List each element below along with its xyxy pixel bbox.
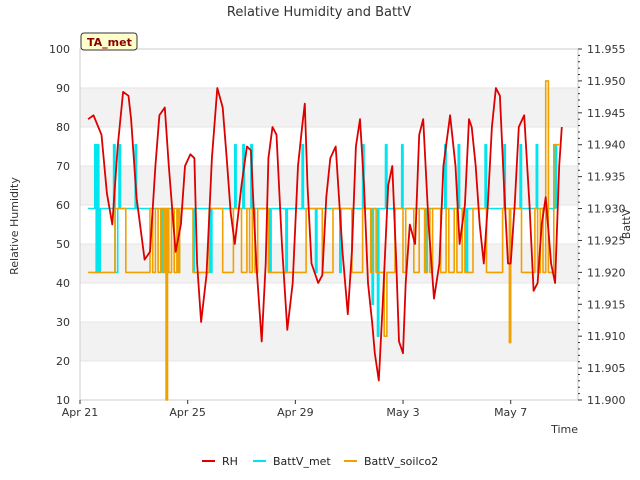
y-axis-label-left: Relative Humidity (8, 177, 21, 275)
right-tick-label: 11.930 (587, 203, 626, 216)
x-tick-label: Apr 29 (277, 406, 314, 419)
left-tick-label: 10 (56, 394, 70, 407)
series-line-battv-soilco2 (88, 80, 560, 401)
legend-label: BattV_soilco2 (364, 455, 438, 468)
x-tick-label: May 3 (386, 406, 419, 419)
ta-met-badge: TA_met (80, 32, 138, 51)
x-tick-label: May 7 (494, 406, 527, 419)
left-tick-label: 90 (56, 82, 70, 95)
x-tick-label: Apr 25 (169, 406, 206, 419)
ta-met-badge-label: TA_met (87, 36, 132, 49)
plot-border (79, 48, 579, 401)
series-layer (87, 80, 563, 401)
grid-band (80, 322, 578, 361)
chart-title: Relative Humidity and BattV (227, 5, 411, 20)
x-axis: Apr 21 Apr 25 Apr 29 May 3 May 7 (62, 400, 527, 419)
left-tick-label: 50 (56, 238, 70, 251)
right-tick-label: 11.955 (587, 43, 626, 56)
left-tick-label: 100 (49, 43, 70, 56)
right-axis: 11.900 11.905 11.910 11.915 11.920 11.925 11.9… (578, 43, 626, 407)
right-tick-label: 11.920 (587, 266, 626, 279)
legend-label: RH (222, 455, 238, 468)
right-tick-label: 11.910 (587, 330, 626, 343)
left-tick-label: 40 (56, 277, 70, 290)
grid-band (80, 88, 578, 127)
x-axis-label: Time (550, 423, 578, 436)
series-line-rh (87, 87, 563, 382)
left-axis: 10 20 30 40 50 60 70 80 90 100 (49, 43, 70, 407)
left-tick-label: 80 (56, 121, 70, 134)
x-tick-label: Apr 21 (62, 406, 99, 419)
right-tick-label: 11.905 (587, 362, 626, 375)
legend-label: BattV_met (273, 455, 331, 468)
left-tick-label: 30 (56, 316, 70, 329)
right-tick-label: 11.945 (587, 107, 626, 120)
right-tick-label: 11.950 (587, 75, 626, 88)
legend: RH BattV_met BattV_soilco2 (202, 455, 438, 468)
left-tick-label: 70 (56, 160, 70, 173)
left-tick-label: 60 (56, 199, 70, 212)
y-axis-label-right: BattV (620, 208, 633, 239)
right-tick-label: 11.940 (587, 139, 626, 152)
left-tick-label: 20 (56, 355, 70, 368)
right-tick-label: 11.935 (587, 171, 626, 184)
right-tick-label: 11.925 (587, 234, 626, 247)
right-tick-label: 11.900 (587, 394, 626, 407)
right-tick-label: 11.915 (587, 298, 626, 311)
